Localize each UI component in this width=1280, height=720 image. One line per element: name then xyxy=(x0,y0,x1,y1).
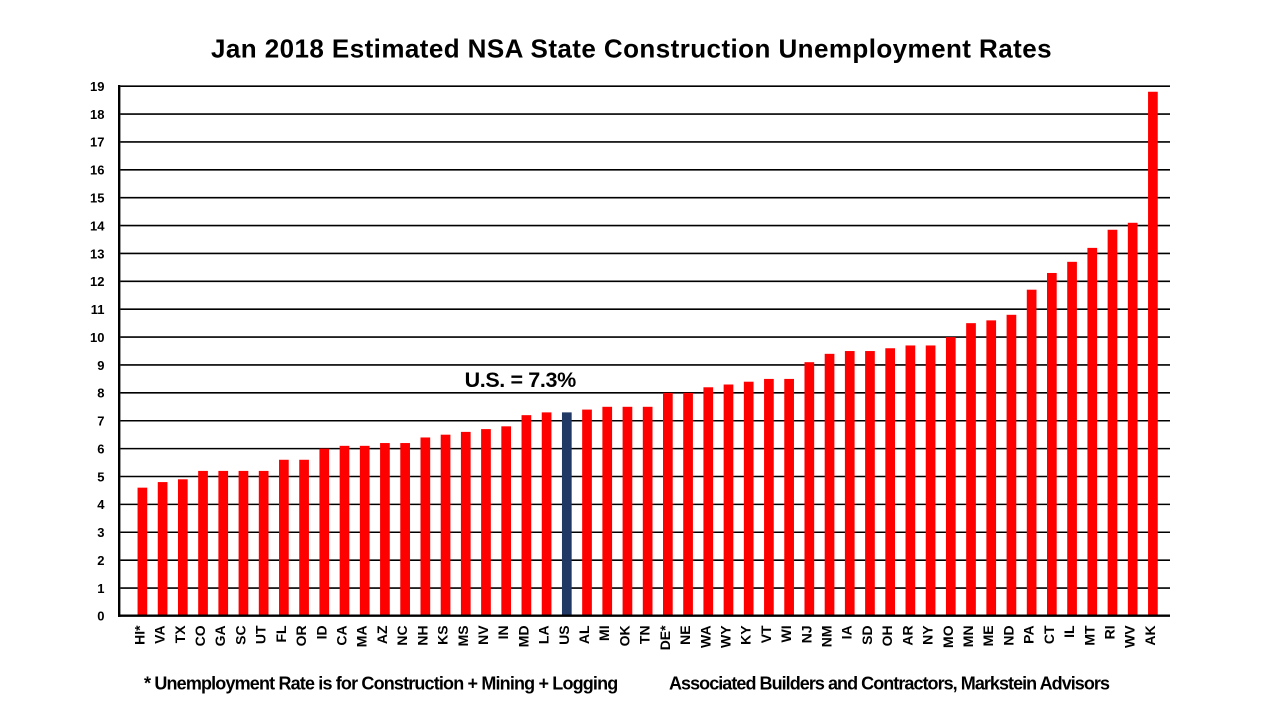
svg-text:IN: IN xyxy=(495,625,511,639)
svg-text:NJ: NJ xyxy=(798,625,814,643)
svg-text:KS: KS xyxy=(435,625,451,644)
svg-text:3: 3 xyxy=(97,525,104,540)
svg-text:IL: IL xyxy=(1061,625,1077,638)
svg-text:FL: FL xyxy=(273,625,289,643)
svg-text:IA: IA xyxy=(839,625,855,639)
svg-text:Jan 2018 Estimated NSA State C: Jan 2018 Estimated NSA State Constructio… xyxy=(211,34,1052,64)
svg-text:WA: WA xyxy=(697,625,713,648)
svg-text:WY: WY xyxy=(717,625,733,648)
svg-text:VA: VA xyxy=(152,625,168,643)
svg-text:NC: NC xyxy=(394,625,410,645)
svg-text:12: 12 xyxy=(90,274,104,289)
svg-text:16: 16 xyxy=(90,163,104,178)
svg-text:CO: CO xyxy=(192,625,208,646)
svg-text:AR: AR xyxy=(899,625,915,645)
svg-text:CT: CT xyxy=(1041,625,1057,644)
svg-text:NH: NH xyxy=(414,625,430,645)
svg-text:6: 6 xyxy=(97,441,104,456)
svg-text:ND: ND xyxy=(1000,625,1016,645)
svg-text:MO: MO xyxy=(940,625,956,648)
svg-text:MD: MD xyxy=(515,625,531,647)
svg-text:MN: MN xyxy=(960,625,976,647)
svg-text:18: 18 xyxy=(90,107,104,122)
svg-text:MI: MI xyxy=(596,625,612,641)
svg-text:MA: MA xyxy=(354,625,370,647)
svg-text:1: 1 xyxy=(97,581,104,596)
svg-text:PA: PA xyxy=(1021,625,1037,643)
svg-text:WI: WI xyxy=(778,625,794,642)
svg-text:19: 19 xyxy=(90,79,104,94)
svg-text:KY: KY xyxy=(738,625,754,645)
svg-text:10: 10 xyxy=(90,330,104,345)
svg-text:MT: MT xyxy=(1081,625,1097,646)
svg-text:ME: ME xyxy=(980,625,996,646)
svg-text:AZ: AZ xyxy=(374,625,390,644)
svg-text:WV: WV xyxy=(1122,625,1138,648)
svg-text:14: 14 xyxy=(90,218,105,233)
svg-text:TN: TN xyxy=(637,625,653,644)
svg-text:7: 7 xyxy=(97,414,104,429)
svg-text:9: 9 xyxy=(97,358,104,373)
svg-text:15: 15 xyxy=(90,191,104,206)
svg-text:CA: CA xyxy=(334,625,350,645)
svg-text:Associated Builders and Contra: Associated Builders and Contractors, Mar… xyxy=(669,674,1110,694)
svg-text:* Unemployment Rate is for Con: * Unemployment Rate is for Construction … xyxy=(144,674,617,694)
svg-text:SC: SC xyxy=(232,625,248,644)
svg-text:0: 0 xyxy=(97,609,104,624)
svg-text:UT: UT xyxy=(253,625,269,644)
svg-text:NY: NY xyxy=(920,625,936,645)
svg-text:OK: OK xyxy=(616,625,632,646)
svg-text:NV: NV xyxy=(475,625,491,645)
svg-text:ID: ID xyxy=(313,625,329,639)
svg-text:13: 13 xyxy=(90,246,104,261)
svg-text:MS: MS xyxy=(455,625,471,646)
svg-text:VT: VT xyxy=(758,625,774,643)
svg-text:5: 5 xyxy=(97,469,104,484)
svg-text:RI: RI xyxy=(1101,625,1117,639)
svg-text:AK: AK xyxy=(1142,625,1158,645)
svg-text:U.S. = 7.3%: U.S. = 7.3% xyxy=(465,368,577,392)
svg-text:TX: TX xyxy=(172,625,188,644)
svg-text:4: 4 xyxy=(97,497,105,512)
svg-text:AL: AL xyxy=(576,625,592,644)
svg-text:NM: NM xyxy=(819,625,835,647)
svg-text:SD: SD xyxy=(859,625,875,644)
svg-text:HI*: HI* xyxy=(131,625,147,645)
svg-text:NE: NE xyxy=(677,625,693,644)
svg-text:DE*: DE* xyxy=(657,625,673,650)
svg-text:OH: OH xyxy=(879,625,895,646)
svg-text:2: 2 xyxy=(97,553,104,568)
svg-text:US: US xyxy=(556,625,572,644)
svg-text:LA: LA xyxy=(536,625,552,644)
svg-text:8: 8 xyxy=(97,386,104,401)
svg-text:11: 11 xyxy=(91,302,105,317)
svg-text:17: 17 xyxy=(90,135,104,150)
svg-text:OR: OR xyxy=(293,625,309,646)
svg-text:GA: GA xyxy=(212,625,228,646)
